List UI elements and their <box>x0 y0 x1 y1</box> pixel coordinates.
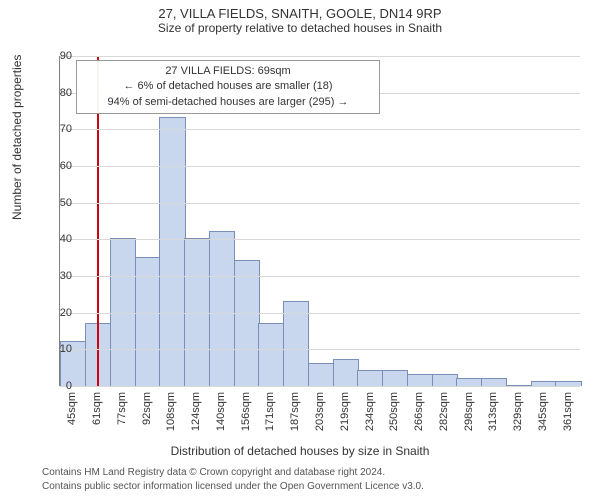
ytick-label: 70 <box>32 123 72 135</box>
xtick-label: 124sqm <box>190 392 202 431</box>
histogram-bar <box>357 370 383 386</box>
gridline <box>60 203 580 204</box>
xtick-label: 361sqm <box>562 392 574 431</box>
xtick-label: 329sqm <box>512 392 524 431</box>
y-axis-label: Number of detached properties <box>10 55 24 220</box>
footer: Contains HM Land Registry data © Crown c… <box>42 466 424 494</box>
histogram-bar <box>333 359 359 386</box>
ytick-label: 50 <box>32 197 72 209</box>
histogram-bar <box>407 374 433 386</box>
ytick-label: 20 <box>32 307 72 319</box>
footer-line-2: Contains public sector information licen… <box>42 480 424 494</box>
ytick-label: 80 <box>32 87 72 99</box>
histogram-bar <box>159 117 185 386</box>
xtick-label: 61sqm <box>91 392 103 425</box>
histogram-bar <box>234 260 260 386</box>
gridline <box>60 239 580 240</box>
gridline <box>60 386 580 387</box>
xtick-label: 250sqm <box>388 392 400 431</box>
xtick-label: 345sqm <box>537 392 549 431</box>
histogram-bar <box>209 231 235 386</box>
gridline <box>60 56 580 57</box>
annotation-box: 27 VILLA FIELDS: 69sqm ← 6% of detached … <box>76 60 380 114</box>
ytick-label: 90 <box>32 50 72 62</box>
xtick-label: 313sqm <box>487 392 499 431</box>
histogram-bar <box>258 323 284 386</box>
xtick-label: 219sqm <box>339 392 351 431</box>
annotation-line-3: 94% of semi-detached houses are larger (… <box>83 95 373 110</box>
ytick-label: 30 <box>32 270 72 282</box>
histogram-bar <box>481 378 507 386</box>
footer-line-1: Contains HM Land Registry data © Crown c… <box>42 466 424 480</box>
histogram-bar <box>382 370 408 386</box>
ytick-label: 10 <box>32 343 72 355</box>
page-title: 27, VILLA FIELDS, SNAITH, GOOLE, DN14 9R… <box>0 0 600 21</box>
xtick-label: 171sqm <box>264 392 276 431</box>
xtick-label: 234sqm <box>364 392 376 431</box>
x-axis-label: Distribution of detached houses by size … <box>0 444 600 458</box>
xtick-label: 77sqm <box>116 392 128 425</box>
ytick-label: 40 <box>32 233 72 245</box>
gridline <box>60 349 580 350</box>
chart-container: 27, VILLA FIELDS, SNAITH, GOOLE, DN14 9R… <box>0 0 600 500</box>
histogram-bar <box>308 363 334 386</box>
xtick-label: 45sqm <box>66 392 78 425</box>
xtick-label: 108sqm <box>165 392 177 431</box>
histogram-bar <box>432 374 458 386</box>
ytick-label: 0 <box>32 380 72 392</box>
annotation-line-1: 27 VILLA FIELDS: 69sqm <box>83 64 373 79</box>
histogram-bar <box>456 378 482 386</box>
gridline <box>60 129 580 130</box>
xtick-label: 282sqm <box>438 392 450 431</box>
xtick-label: 298sqm <box>463 392 475 431</box>
xtick-label: 140sqm <box>215 392 227 431</box>
annotation-line-2: ← 6% of detached houses are smaller (18) <box>83 79 373 94</box>
xtick-label: 187sqm <box>289 392 301 431</box>
xtick-label: 203sqm <box>314 392 326 431</box>
xtick-label: 156sqm <box>240 392 252 431</box>
gridline <box>60 166 580 167</box>
page-subtitle: Size of property relative to detached ho… <box>0 21 600 39</box>
ytick-label: 60 <box>32 160 72 172</box>
gridline <box>60 313 580 314</box>
xtick-label: 92sqm <box>141 392 153 425</box>
y-axis-line <box>59 56 60 386</box>
xtick-label: 266sqm <box>413 392 425 431</box>
gridline <box>60 276 580 277</box>
